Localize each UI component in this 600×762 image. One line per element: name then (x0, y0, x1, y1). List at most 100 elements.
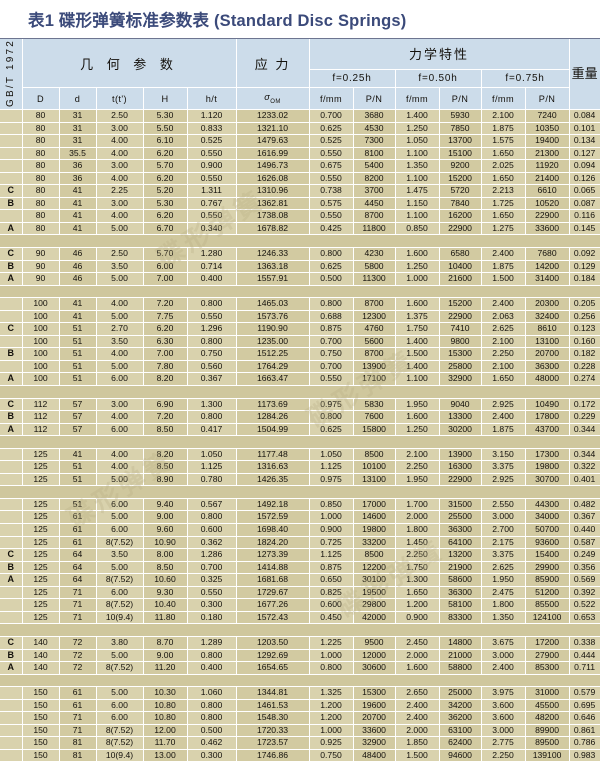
table-spacer-row (0, 485, 600, 499)
value-p1: 19500 (353, 586, 396, 600)
value-D: 100 (22, 360, 60, 374)
value-sigma: 1344.81 (236, 686, 310, 700)
table-row: C 140 72 3.80 8.70 1.289 1203.50 1.225 9500 2.450… (0, 636, 600, 650)
table-row: B 100 51 4.00 7.00 0.750 1512.25 0.750 8700 1.500… (0, 347, 600, 361)
value-t: 10(9.4) (96, 749, 144, 762)
value-f3: 3.150 (481, 448, 526, 462)
value-H: 6.20 (143, 147, 188, 161)
group-label (0, 122, 23, 136)
value-ht: 0.780 (187, 473, 237, 487)
value-f2: 2.250 (395, 548, 440, 562)
value-kg: 0.228 (569, 360, 600, 374)
value-f2: 1.475 (395, 184, 440, 198)
value-p3: 124100 (525, 611, 570, 625)
value-p3: 32400 (525, 310, 570, 324)
value-f3: 1.500 (481, 272, 526, 286)
value-p2: 9040 (439, 398, 482, 412)
header-col-f3: f/mm (481, 87, 526, 110)
value-p2: 9800 (439, 335, 482, 349)
table-row: 125 71 8(7.52) 10.40 0.300 1677.26 0.600 29800 1… (0, 598, 600, 612)
value-d: 36 (59, 172, 97, 186)
header-weight: 重量 (569, 39, 600, 110)
value-kg: 0.229 (569, 410, 600, 424)
value-D: 150 (22, 736, 60, 750)
value-D: 100 (22, 310, 60, 324)
value-D: 100 (22, 372, 60, 386)
table-row: 125 41 4.00 8.20 1.050 1177.48 1.050 8500 2.100 1… (0, 448, 600, 462)
value-f2: 1.375 (395, 310, 440, 324)
value-d: 57 (59, 410, 97, 424)
value-p3: 17800 (525, 410, 570, 424)
value-f1: 0.738 (309, 184, 354, 198)
header-col-f2: f/mm (395, 87, 440, 110)
group-label (0, 686, 23, 700)
value-f3: 3.600 (481, 711, 526, 725)
group-label (0, 598, 23, 612)
value-d: 72 (59, 636, 97, 650)
value-ht: 0.400 (187, 661, 237, 675)
value-d: 41 (59, 209, 97, 223)
value-p1: 12000 (353, 649, 396, 663)
spacer-cell (0, 623, 600, 637)
spacer-cell (0, 234, 600, 248)
value-kg: 0.116 (569, 209, 600, 223)
value-p2: 63100 (439, 724, 482, 738)
value-ht: 0.550 (187, 147, 237, 161)
value-p1: 9500 (353, 636, 396, 650)
value-p1: 8700 (353, 297, 396, 311)
value-ht: 0.800 (187, 335, 237, 349)
value-d: 51 (59, 473, 97, 487)
value-sigma: 1723.57 (236, 736, 310, 750)
table-row: 125 71 6.00 9.30 0.550 1729.67 0.825 19500 1.650… (0, 586, 600, 600)
value-H: 10.90 (143, 536, 188, 550)
value-t: 8(7.52) (96, 736, 144, 750)
value-sigma: 1173.69 (236, 398, 310, 412)
table-row: 100 51 5.00 7.80 0.560 1764.29 0.700 13900 1.400… (0, 360, 600, 374)
value-p1: 13100 (353, 473, 396, 487)
value-p1: 17100 (353, 372, 396, 386)
value-f2: 2.400 (395, 699, 440, 713)
value-f3: 2.175 (481, 536, 526, 550)
value-p1: 33200 (353, 536, 396, 550)
value-kg: 0.094 (569, 159, 600, 173)
value-sigma: 1246.33 (236, 247, 310, 261)
value-sigma: 1677.26 (236, 598, 310, 612)
value-D: 90 (22, 272, 60, 286)
value-f2: 1.400 (395, 360, 440, 374)
value-p1: 10100 (353, 460, 396, 474)
value-t: 3.00 (96, 122, 144, 136)
value-sigma: 1573.76 (236, 310, 310, 324)
value-sigma: 1663.47 (236, 372, 310, 386)
value-sigma: 1572.43 (236, 611, 310, 625)
value-f3: 2.925 (481, 473, 526, 487)
value-d: 71 (59, 611, 97, 625)
value-p3: 43700 (525, 423, 570, 437)
value-D: 140 (22, 649, 60, 663)
value-p3: 10490 (525, 398, 570, 412)
value-H: 9.00 (143, 649, 188, 663)
value-f1: 0.800 (309, 410, 354, 424)
value-p2: 36200 (439, 711, 482, 725)
value-d: 36 (59, 159, 97, 173)
spacer-cell (0, 285, 600, 299)
value-p3: 21300 (525, 147, 570, 161)
value-f2: 1.150 (395, 197, 440, 211)
value-ht: 1.311 (187, 184, 237, 198)
value-d: 71 (59, 586, 97, 600)
value-ht: 0.560 (187, 360, 237, 374)
value-t: 4.00 (96, 297, 144, 311)
value-ht: 0.550 (187, 586, 237, 600)
group-label: B (0, 649, 23, 663)
value-p3: 33600 (525, 222, 570, 236)
value-p3: 20700 (525, 347, 570, 361)
table-spacer-row (0, 285, 600, 299)
value-f2: 1.450 (395, 536, 440, 550)
value-H: 10.40 (143, 598, 188, 612)
group-label (0, 460, 23, 474)
value-ht: 0.417 (187, 423, 237, 437)
table-row: 150 61 6.00 10.80 0.800 1461.53 1.200 19600 2.40… (0, 699, 600, 713)
value-ht: 0.800 (187, 297, 237, 311)
value-sigma: 1557.91 (236, 272, 310, 286)
value-f2: 2.000 (395, 724, 440, 738)
value-f3: 3.675 (481, 636, 526, 650)
